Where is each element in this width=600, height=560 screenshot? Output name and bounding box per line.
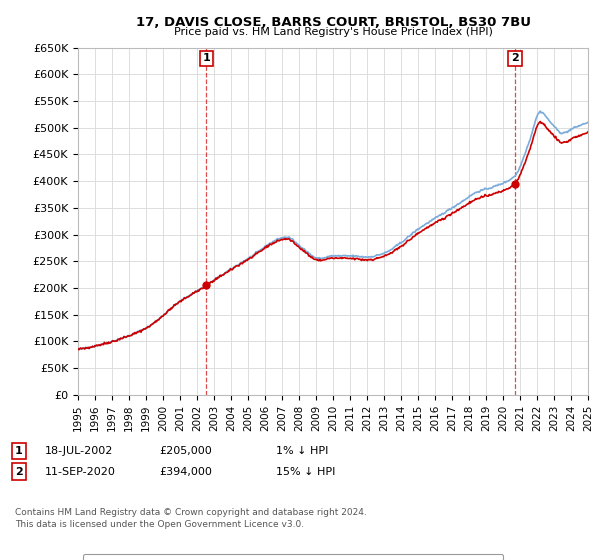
Text: Contains HM Land Registry data © Crown copyright and database right 2024.: Contains HM Land Registry data © Crown c… bbox=[15, 508, 367, 517]
Text: £394,000: £394,000 bbox=[159, 466, 212, 477]
Text: 15% ↓ HPI: 15% ↓ HPI bbox=[276, 466, 335, 477]
Text: 18-JUL-2002: 18-JUL-2002 bbox=[45, 446, 113, 456]
Text: £205,000: £205,000 bbox=[159, 446, 212, 456]
Text: 1: 1 bbox=[202, 53, 210, 63]
Text: 17, DAVIS CLOSE, BARRS COURT, BRISTOL, BS30 7BU: 17, DAVIS CLOSE, BARRS COURT, BRISTOL, B… bbox=[136, 16, 530, 29]
Text: 1: 1 bbox=[15, 446, 23, 456]
Text: 11-SEP-2020: 11-SEP-2020 bbox=[45, 466, 116, 477]
Text: Price paid vs. HM Land Registry's House Price Index (HPI): Price paid vs. HM Land Registry's House … bbox=[173, 27, 493, 37]
Text: 2: 2 bbox=[511, 53, 519, 63]
Text: This data is licensed under the Open Government Licence v3.0.: This data is licensed under the Open Gov… bbox=[15, 520, 304, 529]
Legend: 17, DAVIS CLOSE, BARRS COURT, BRISTOL, BS30 7BU (detached house), HPI: Average p: 17, DAVIS CLOSE, BARRS COURT, BRISTOL, B… bbox=[83, 554, 503, 560]
Text: 1% ↓ HPI: 1% ↓ HPI bbox=[276, 446, 328, 456]
Text: 2: 2 bbox=[15, 466, 23, 477]
